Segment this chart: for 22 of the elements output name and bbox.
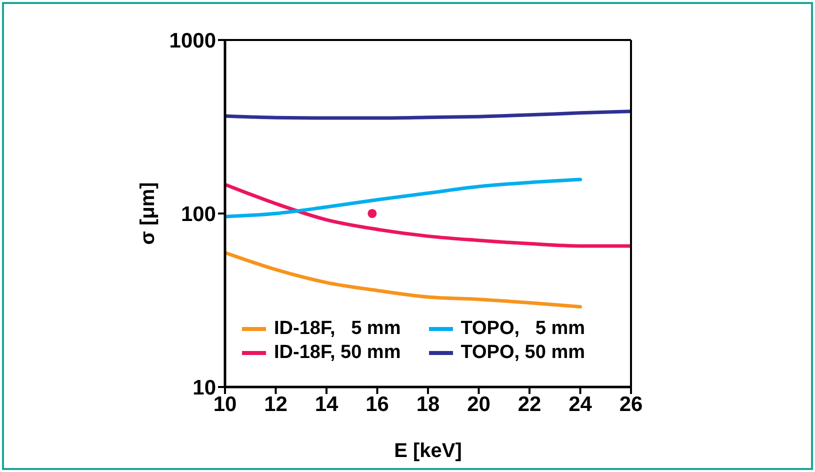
- legend-label: ID-18F, 5 mm: [274, 318, 401, 340]
- line-series: [225, 250, 582, 309]
- line-series: [225, 110, 631, 120]
- x-tick-label: 26: [619, 392, 643, 416]
- y-axis-title: σ [μm]: [137, 182, 160, 245]
- legend-label: TOPO, 50 mm: [460, 342, 585, 364]
- line-series: [225, 178, 582, 218]
- x-tick-label: 24: [568, 392, 592, 416]
- x-tick-label: 16: [366, 392, 389, 416]
- legend-label: ID-18F, 50 mm: [274, 342, 401, 364]
- legend-label: TOPO, 5 mm: [460, 318, 585, 340]
- x-tick-label: 22: [518, 392, 542, 416]
- x-tick-label: 20: [467, 392, 490, 416]
- y-tick-label: 10: [192, 376, 216, 400]
- line-series: [225, 182, 631, 248]
- x-tick-label: 10: [213, 392, 237, 416]
- y-tick-label: 1000: [169, 29, 216, 52]
- x-tick-label: 14: [314, 392, 338, 416]
- x-tick-label: 18: [416, 392, 440, 416]
- x-axis-title: E [keV]: [394, 440, 462, 462]
- x-tick-label: 12: [264, 392, 288, 416]
- y-tick-label: 100: [180, 202, 216, 226]
